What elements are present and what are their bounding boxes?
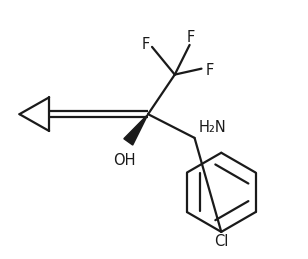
Text: H₂N: H₂N bbox=[199, 120, 226, 135]
Text: Cl: Cl bbox=[214, 234, 229, 249]
Text: F: F bbox=[205, 63, 213, 78]
Polygon shape bbox=[124, 114, 148, 145]
Text: F: F bbox=[142, 37, 150, 52]
Text: OH: OH bbox=[113, 153, 136, 168]
Text: F: F bbox=[186, 31, 195, 46]
